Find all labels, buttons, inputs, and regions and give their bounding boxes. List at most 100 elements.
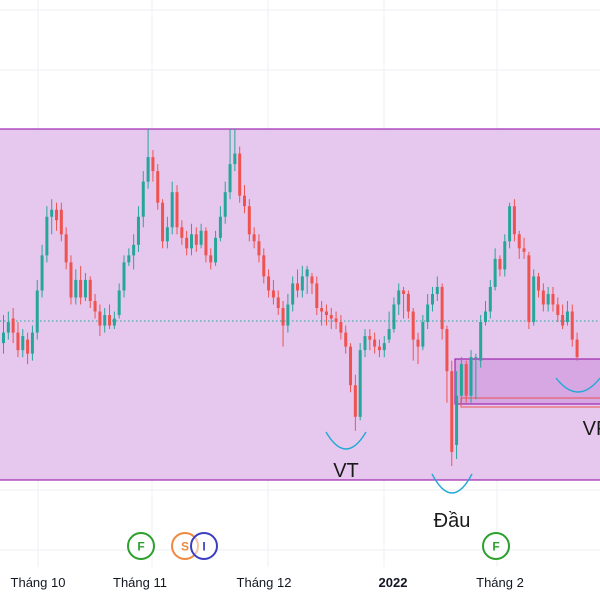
- candle: [474, 353, 478, 400]
- event-badge-s-icon[interactable]: S: [171, 532, 199, 560]
- candle-body: [74, 279, 78, 298]
- candle-body: [392, 304, 396, 330]
- candle-body: [45, 216, 49, 256]
- candle: [358, 343, 362, 421]
- candle-body: [132, 244, 136, 256]
- candle: [392, 297, 396, 333]
- x-tick-label: 2022: [379, 575, 408, 590]
- candle: [493, 248, 497, 291]
- candle: [517, 230, 521, 259]
- candle-body: [469, 357, 473, 396]
- candle-body: [522, 248, 526, 252]
- candle-body: [151, 157, 155, 172]
- candle-body: [527, 255, 531, 323]
- candle: [6, 311, 10, 340]
- candle-body: [508, 206, 512, 242]
- candle-body: [69, 262, 73, 298]
- candle: [35, 279, 39, 340]
- x-tick-label: Tháng 12: [237, 575, 292, 590]
- candle: [556, 297, 560, 323]
- candle: [252, 227, 256, 249]
- candle: [257, 234, 261, 263]
- candle-body: [488, 286, 492, 312]
- candle: [512, 199, 516, 242]
- candle-body: [397, 290, 401, 305]
- candle: [209, 248, 213, 270]
- event-badge-letter: F: [492, 540, 499, 554]
- event-badge-f-icon[interactable]: F: [482, 532, 510, 560]
- candle-body: [493, 258, 497, 287]
- candle-body: [324, 311, 328, 316]
- candle-body: [93, 300, 97, 312]
- candle: [136, 206, 140, 252]
- event-badge-ring: [482, 532, 510, 560]
- candle: [353, 374, 357, 431]
- candle-body: [387, 329, 391, 340]
- candle-body: [247, 206, 251, 235]
- candle: [344, 325, 348, 354]
- candle-body: [368, 336, 372, 340]
- candle: [469, 350, 473, 403]
- candle: [488, 279, 492, 319]
- event-badge-ring: [190, 532, 218, 560]
- candle: [445, 325, 449, 403]
- candle: [146, 129, 150, 189]
- candle-body: [21, 336, 25, 351]
- candle: [228, 129, 232, 200]
- candle: [50, 199, 54, 235]
- candle-body: [296, 283, 300, 291]
- candles: [2, 129, 579, 466]
- candle: [117, 283, 121, 319]
- candle: [455, 371, 459, 459]
- candle-body: [238, 153, 242, 196]
- candle-body: [16, 332, 20, 351]
- candle-body: [262, 255, 266, 277]
- x-tick-label: Tháng 11: [113, 575, 167, 590]
- candle-body: [305, 269, 309, 277]
- candle-body: [281, 308, 285, 326]
- candle: [546, 286, 550, 312]
- candle: [93, 293, 97, 319]
- candle-body: [503, 241, 507, 270]
- candle-body: [570, 311, 574, 340]
- candle: [21, 329, 25, 358]
- candle: [185, 230, 189, 256]
- candle: [305, 265, 309, 294]
- candle: [156, 164, 160, 210]
- candle: [59, 202, 63, 242]
- candle-body: [267, 276, 271, 291]
- candle-body: [127, 255, 131, 263]
- candle-body: [161, 202, 165, 242]
- candle-body: [257, 241, 261, 256]
- candle: [238, 146, 242, 203]
- candle: [416, 332, 420, 365]
- candle: [40, 244, 44, 298]
- candle: [194, 227, 198, 252]
- event-badge-i-icon[interactable]: I: [190, 532, 218, 560]
- candle-body: [108, 315, 112, 326]
- candle: [175, 185, 179, 235]
- candle: [382, 336, 386, 358]
- candle: [98, 304, 102, 337]
- candle-body: [30, 332, 34, 354]
- candle-body: [214, 237, 218, 263]
- candle-body: [194, 234, 198, 245]
- candle: [565, 300, 569, 326]
- candle-body: [98, 311, 102, 326]
- candle: [508, 202, 512, 249]
- candle: [233, 129, 237, 172]
- candle-body: [334, 318, 338, 323]
- candle-body: [377, 346, 381, 351]
- candle-body: [79, 279, 83, 298]
- candle: [45, 206, 49, 263]
- candle: [151, 150, 155, 182]
- candle-body: [445, 329, 449, 372]
- vt-curve: [325, 431, 367, 450]
- candle: [271, 279, 275, 305]
- candle-body: [112, 318, 116, 326]
- event-badge-f-icon[interactable]: F: [127, 532, 155, 560]
- candle-body: [223, 192, 227, 217]
- candle: [267, 269, 271, 298]
- candle-body: [228, 164, 232, 193]
